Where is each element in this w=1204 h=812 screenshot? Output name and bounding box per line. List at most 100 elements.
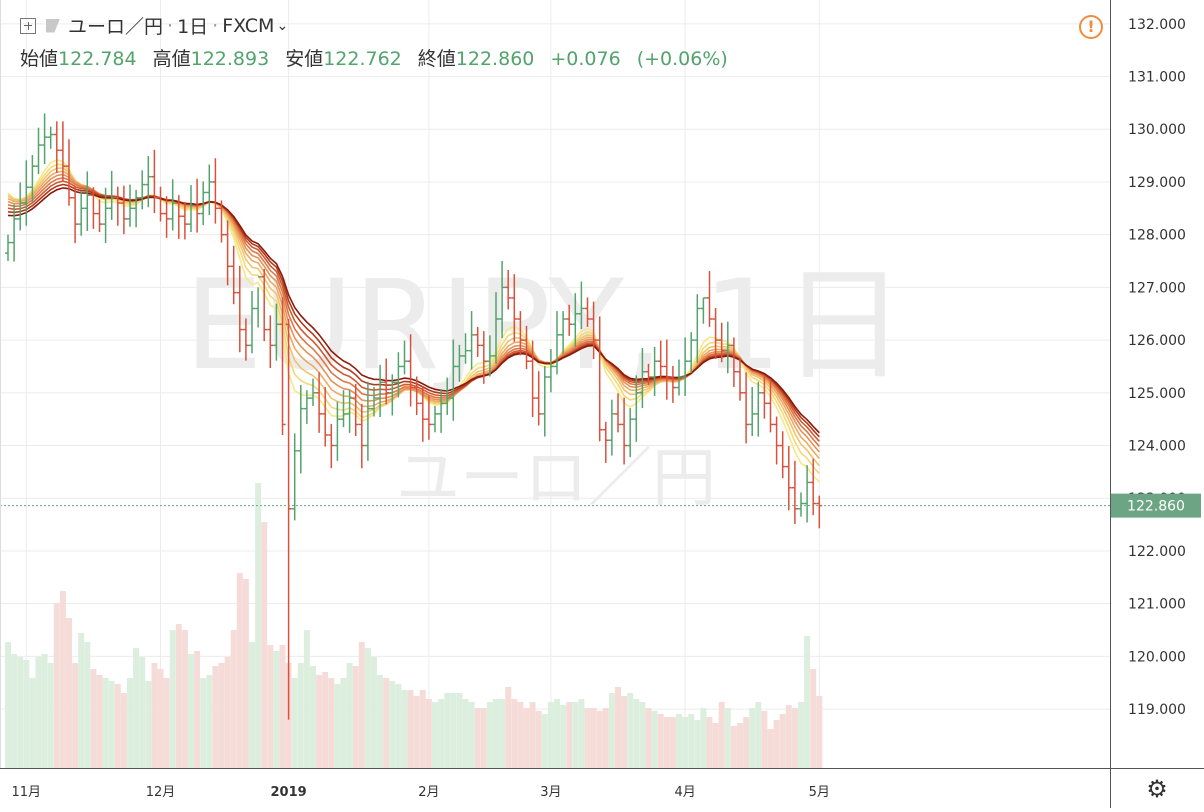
ohlc-bar[interactable] (767, 379, 774, 433)
ohlc-bar[interactable] (236, 265, 243, 353)
ohlc-bar[interactable] (676, 359, 682, 396)
ohlc-bar[interactable] (755, 381, 762, 437)
ohlc-bar[interactable] (517, 311, 524, 356)
ohlc-bar[interactable] (267, 315, 274, 369)
ohlc-bar[interactable] (383, 358, 390, 405)
ohlc-bar[interactable] (35, 127, 42, 175)
ohlc-bar[interactable] (486, 335, 493, 377)
ohlc-bar[interactable] (615, 393, 621, 433)
ohlc-bar[interactable] (633, 375, 640, 442)
ohlc-bar[interactable] (139, 170, 146, 210)
ohlc-bar[interactable] (23, 160, 30, 226)
ohlc-bar[interactable] (627, 408, 634, 458)
ohlc-bar[interactable] (224, 220, 231, 286)
ohlc-bar[interactable] (621, 397, 628, 465)
ohlc-bar[interactable] (773, 416, 780, 465)
ohlc-bar[interactable] (785, 446, 792, 511)
ohlc-bar[interactable] (340, 390, 347, 428)
ohlc-bar[interactable] (200, 181, 207, 226)
ohlc-bar[interactable] (657, 340, 664, 379)
ohlc-bar[interactable] (468, 311, 475, 370)
ohlc-bar[interactable] (456, 344, 463, 382)
ohlc-bar[interactable] (560, 311, 567, 354)
ohlc-bar[interactable] (608, 399, 615, 456)
ohlc-bar[interactable] (218, 200, 225, 243)
ohlc-bar[interactable] (712, 307, 719, 360)
ohlc-bar[interactable] (602, 421, 609, 463)
ohlc-bar[interactable] (566, 304, 573, 336)
ohlc-bar[interactable] (425, 395, 432, 440)
chevron-down-icon[interactable]: ⌄ (276, 17, 289, 34)
ohlc-bar[interactable] (523, 325, 530, 370)
ohlc-bar[interactable] (133, 189, 140, 228)
ohlc-bar[interactable] (480, 331, 487, 384)
ohlc-bar[interactable] (334, 401, 341, 461)
ohlc-bar[interactable] (645, 363, 652, 385)
ohlc-bar[interactable] (688, 332, 695, 373)
ohlc-bar[interactable] (541, 365, 548, 437)
ohlc-bar[interactable] (78, 190, 85, 236)
ohlc-bar[interactable] (255, 276, 262, 328)
symbol-row[interactable]: ユーロ／円 · 1日 · FXCM ⌄ (20, 12, 288, 39)
ohlc-bar[interactable] (310, 378, 316, 406)
ohlc-bar[interactable] (303, 390, 310, 424)
ohlc-bar[interactable] (212, 158, 219, 224)
ohlc-bar[interactable] (547, 349, 554, 393)
ohlc-bar[interactable] (578, 281, 585, 330)
ohlc-bar[interactable] (407, 334, 414, 407)
ohlc-bar[interactable] (572, 293, 579, 347)
ohlc-bar[interactable] (145, 156, 152, 208)
ohlc-bar[interactable] (535, 371, 542, 426)
ohlc-bar[interactable] (47, 126, 54, 149)
ohlc-bar[interactable] (96, 199, 103, 233)
ohlc-bar[interactable] (791, 460, 798, 525)
ohlc-bar[interactable] (206, 164, 213, 216)
ohlc-bar[interactable] (505, 269, 512, 310)
ohlc-bar[interactable] (188, 185, 194, 233)
ohlc-bar[interactable] (651, 346, 658, 396)
ohlc-bar[interactable] (279, 297, 286, 435)
ohlc-bar[interactable] (804, 465, 811, 523)
ohlc-bar[interactable] (242, 318, 249, 361)
ohlc-bar[interactable] (444, 377, 451, 415)
ohlc-bar[interactable] (669, 365, 676, 403)
interval-label[interactable]: 1日 (177, 16, 209, 38)
ohlc-bar[interactable] (730, 337, 737, 388)
alert-icon[interactable]: ! (1079, 15, 1103, 39)
ohlc-bar[interactable] (273, 303, 280, 361)
ohlc-bar[interactable] (90, 187, 97, 229)
ohlc-bar[interactable] (175, 195, 182, 239)
ohlc-bar[interactable] (151, 149, 158, 214)
ohlc-bar[interactable] (181, 201, 188, 240)
ohlc-bar[interactable] (157, 186, 164, 222)
ohlc-bar[interactable] (743, 372, 750, 444)
ohlc-bar[interactable] (163, 196, 170, 238)
ohlc-bar[interactable] (694, 294, 701, 363)
ohlc-bar[interactable] (450, 339, 457, 421)
ohlc-bar[interactable] (596, 316, 603, 442)
ohlc-bar[interactable] (364, 381, 371, 461)
ohlc-bar[interactable] (724, 321, 731, 374)
ohlc-bar[interactable] (230, 245, 237, 305)
ohlc-bar[interactable] (810, 458, 817, 516)
ohlc-bar[interactable] (285, 319, 292, 720)
ohlc-bar[interactable] (59, 121, 66, 182)
ohlc-bar[interactable] (389, 374, 396, 416)
ohlc-bar[interactable] (737, 357, 743, 401)
ohlc-bar[interactable] (53, 121, 60, 173)
ohlc-bar[interactable] (749, 387, 756, 437)
ohlc-bar[interactable] (371, 387, 377, 417)
ohlc-bar[interactable] (169, 179, 176, 231)
ohlc-bar[interactable] (401, 340, 408, 375)
ohlc-bar[interactable] (432, 405, 438, 433)
ohlc-bar[interactable] (554, 311, 560, 375)
ohlc-bar[interactable] (590, 301, 597, 360)
ohlc-bar[interactable] (346, 390, 353, 433)
ohlc-bar[interactable] (798, 492, 804, 517)
ohlc-bar[interactable] (438, 389, 445, 433)
ohlc-bar[interactable] (297, 384, 304, 474)
ohlc-bar[interactable] (700, 297, 707, 324)
ohlc-bar[interactable] (249, 291, 255, 354)
ohlc-bar[interactable] (682, 337, 689, 396)
